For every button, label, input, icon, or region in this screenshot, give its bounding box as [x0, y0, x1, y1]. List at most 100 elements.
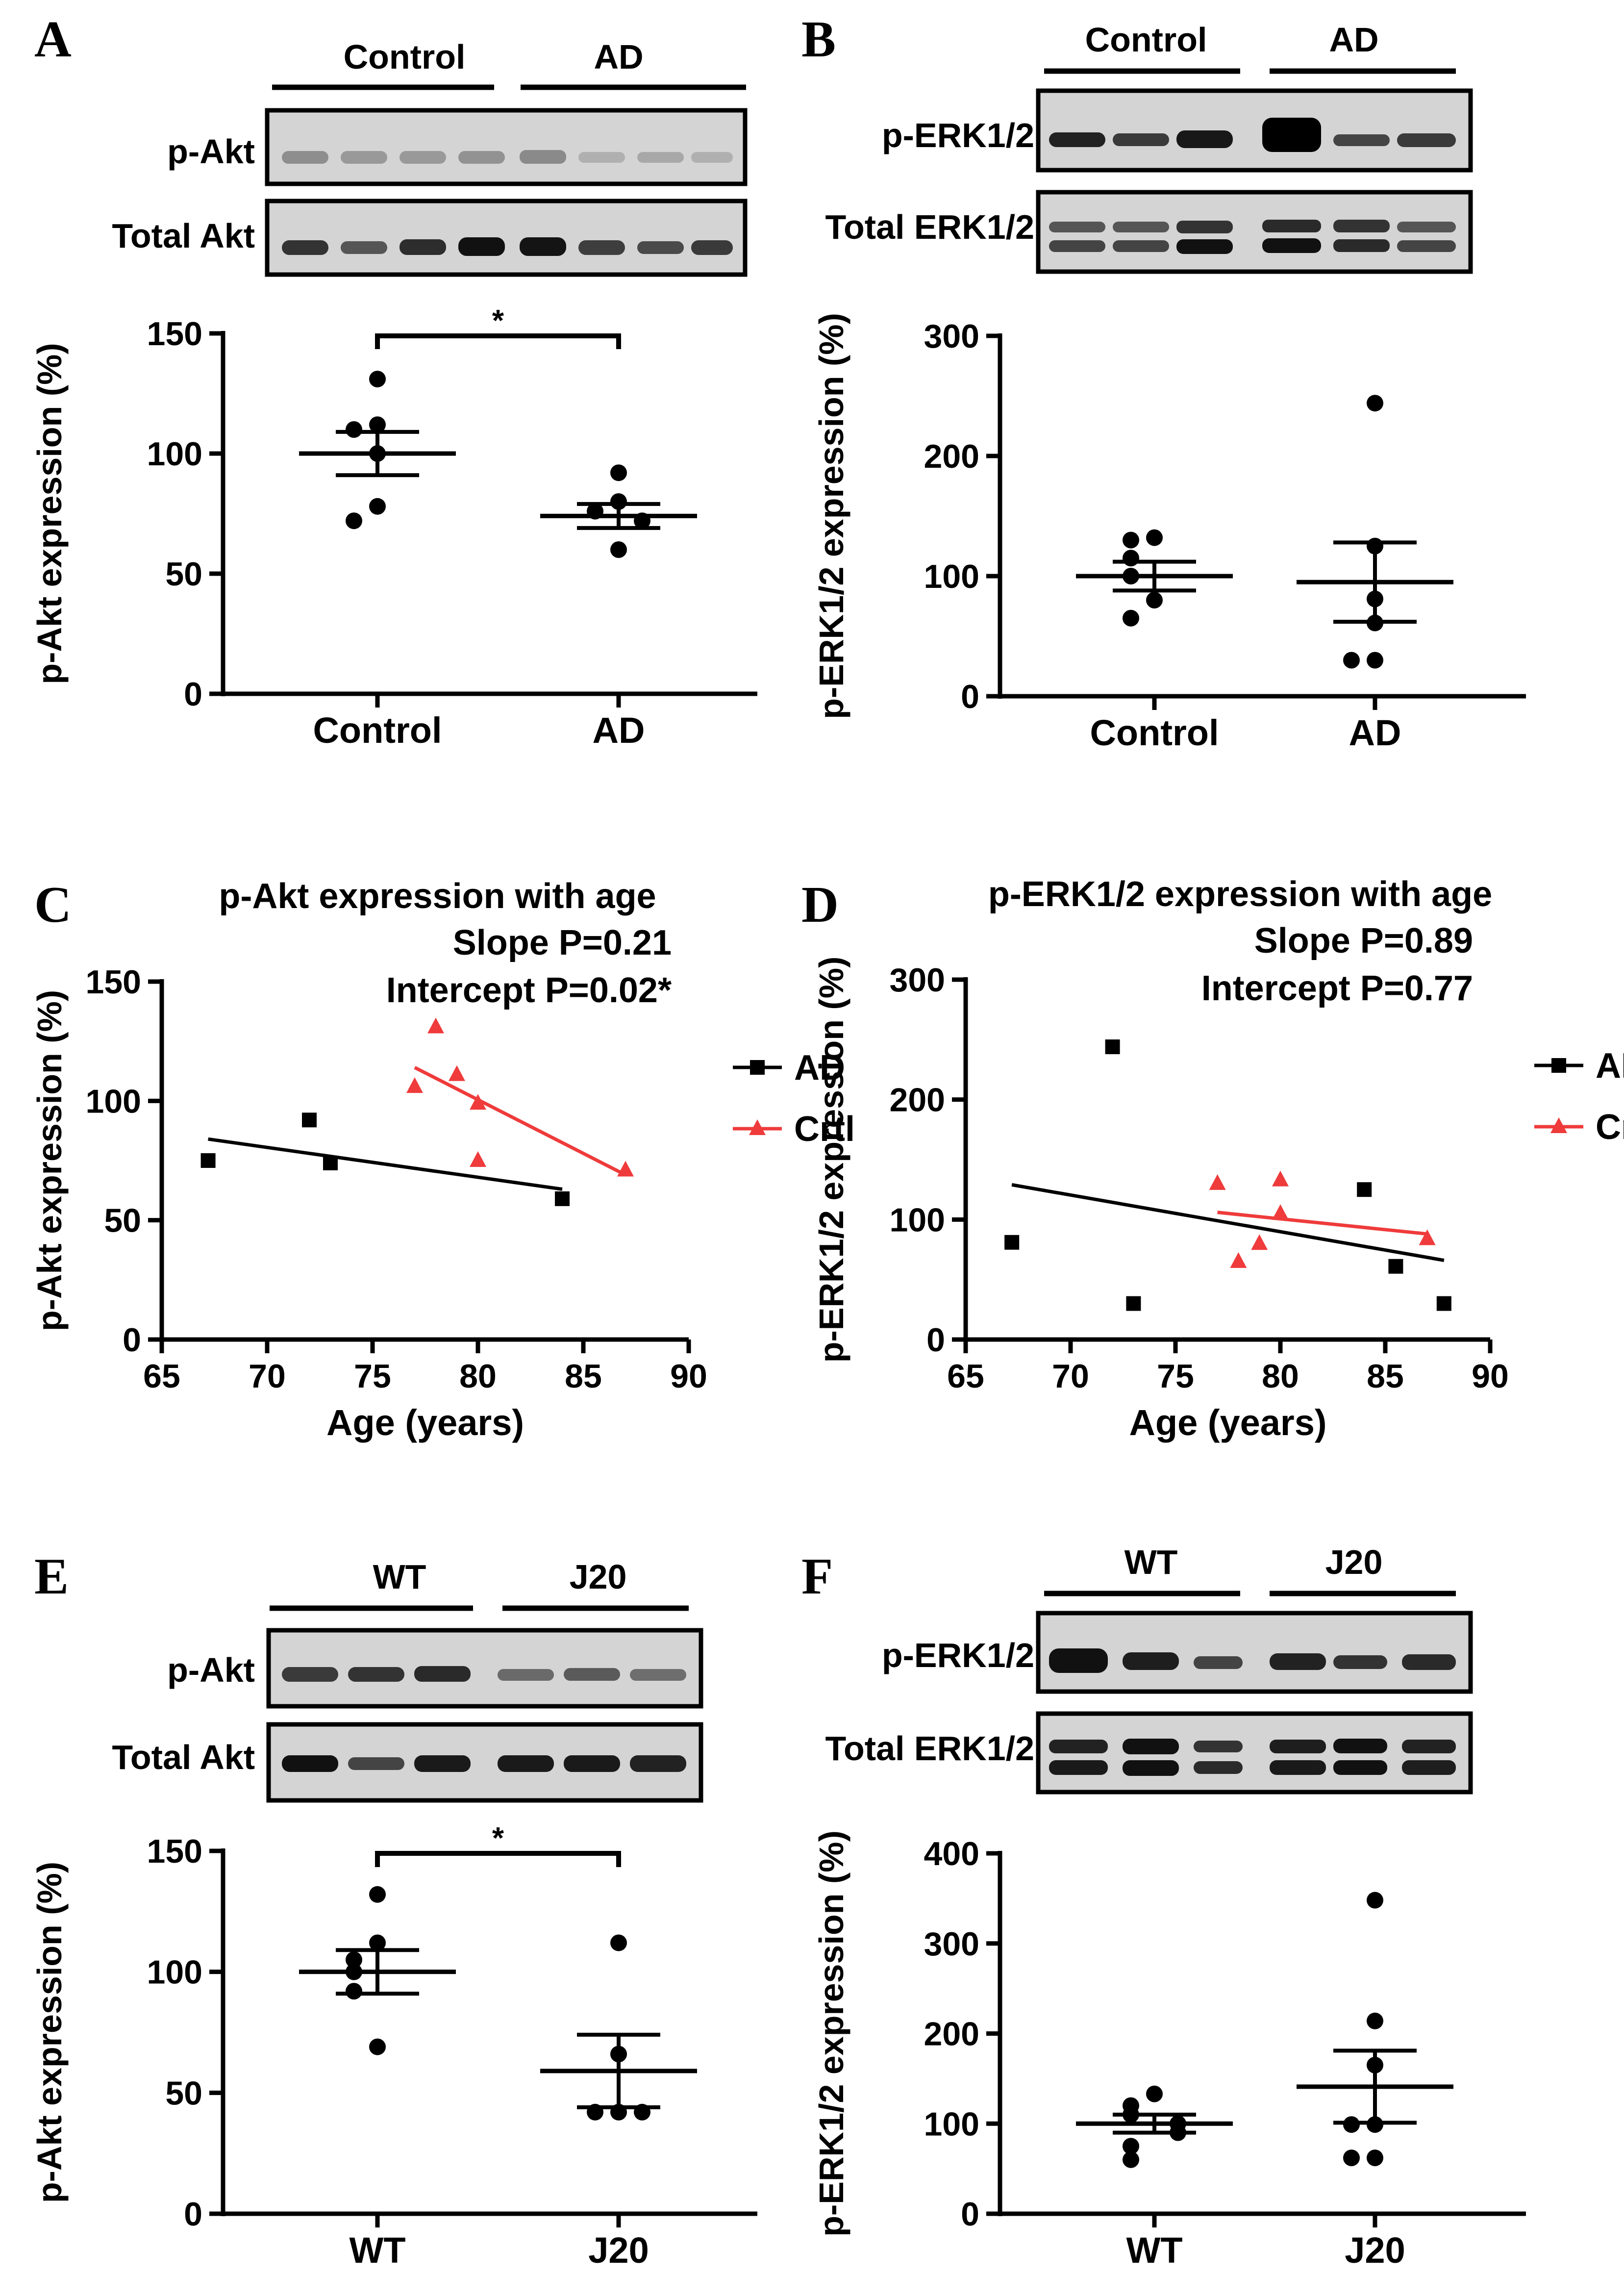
chart-e-data-point [610, 2046, 627, 2063]
chart-d-fit-line-ad [1011, 1183, 1445, 1262]
panel-letter-a: A [34, 10, 72, 68]
chart-d-point-ad [1388, 1259, 1403, 1274]
chart-c-y-tick-label: 100 [86, 1083, 141, 1120]
chart-f-data-point [1367, 1892, 1383, 1909]
blot-f-strip-2 [1036, 1711, 1473, 1795]
chart-f-data-point [1343, 2150, 1360, 2167]
chart-f-data-point [1146, 2085, 1163, 2102]
chart-e: 0 50 100 150 p-Akt expression (%) WT J20 [30, 1833, 757, 2271]
chart-b-y-axis-label: p-ERK1/2 expression (%) [812, 313, 850, 719]
chart-f-y-tick-label: 300 [924, 1925, 979, 1963]
chart-b-data-point [1146, 529, 1163, 546]
blot-a-group-label-2: AD [594, 38, 643, 76]
chart-d-y-tick-label: 300 [890, 961, 945, 999]
chart-d-legend-label: AD [1596, 1046, 1624, 1086]
chart-c-y-tick-label: 50 [104, 1202, 141, 1239]
blot-e-strip-1 [266, 1628, 703, 1709]
panel-letter-f: F [801, 1547, 833, 1605]
chart-c-x-tick-label: 70 [249, 1358, 286, 1395]
chart-f-y-tick-label: 100 [924, 2105, 979, 2143]
significance-a: * [375, 304, 621, 349]
significance-a-star: * [492, 304, 504, 338]
chart-e-y-tick-label: 50 [165, 2074, 202, 2112]
chart-b-data-point [1123, 568, 1139, 584]
chart-f-y-tick-label: 200 [924, 2016, 979, 2053]
chart-a-data-point [369, 371, 386, 388]
chart-c-y-tick-label: 0 [123, 1321, 141, 1359]
chart-d-point-crtl [1209, 1174, 1226, 1190]
chart-e-x-tick-label: J20 [588, 2230, 649, 2271]
chart-d-fit-line-crtl [1217, 1211, 1427, 1236]
blot-a-group-label-1: Control [344, 38, 466, 76]
chart-e-data-point [369, 2038, 386, 2055]
chart-b-y-tick-label: 100 [924, 558, 979, 595]
chart-e-data-point [369, 1934, 386, 1951]
chart-f: 0 100 200 300 400 p-ERK1/2 expression (%) WT J2… [812, 1830, 1526, 2271]
chart-d-point-crtl [1251, 1234, 1268, 1250]
panel-letter-b: B [801, 10, 836, 68]
chart-d-x-tick-label: 65 [947, 1358, 984, 1395]
chart-c-point-crtl [427, 1017, 444, 1034]
blot-b-strip-2 [1036, 190, 1473, 274]
chart-b-y-tick-label: 0 [961, 678, 979, 715]
chart-f-data-point [1123, 2138, 1139, 2155]
blot-f-row-label-2: Total ERK1/2 [825, 1729, 1034, 1768]
blot-b-row-label-2: Total ERK1/2 [825, 208, 1034, 246]
chart-f-x-tick-label: J20 [1345, 2230, 1405, 2271]
chart-a-x-tick-label: Control [313, 710, 442, 751]
chart-c-annotation: Intercept P=0.02* [386, 971, 672, 1010]
blot-e: WT J20 p-Akt Total Akt [112, 1558, 703, 1803]
chart-d-legend-marker [1550, 1117, 1567, 1133]
chart-c-title: p-Akt expression with age [219, 877, 656, 916]
blot-f-group-label-2: J20 [1325, 1543, 1383, 1581]
chart-a-y-tick-label: 0 [184, 676, 202, 713]
chart-d-point-crtl [1230, 1252, 1247, 1268]
chart-f-data-point [1123, 2106, 1139, 2123]
chart-d-point-crtl [1419, 1229, 1436, 1245]
chart-b-x-tick-label: AD [1349, 712, 1401, 753]
blot-b: Control AD p-ERK1/2 Total ERK1/2 [825, 21, 1473, 274]
chart-a-y-tick-label: 50 [165, 556, 202, 593]
blot-b-group-label-1: Control [1085, 21, 1207, 59]
blot-b-group-label-2: AD [1329, 21, 1378, 59]
chart-e-y-tick-label: 100 [147, 1954, 202, 1991]
chart-c-point-ad [323, 1155, 338, 1170]
chart-d-x-tick-label: 90 [1472, 1358, 1509, 1395]
chart-a-y-tick-label: 100 [147, 435, 202, 473]
significance-e-star: * [492, 1821, 504, 1855]
chart-c-y-tick-label: 150 [86, 963, 141, 1001]
chart-d-y-tick-label: 100 [890, 1201, 945, 1239]
blot-a-strip-1 [265, 108, 748, 186]
chart-a-data-point [634, 512, 650, 530]
chart-f-y-tick-label: 400 [924, 1835, 979, 1872]
chart-f-x-tick-label: WT [1126, 2230, 1182, 2271]
chart-c-x-tick-label: 80 [459, 1358, 497, 1395]
chart-e-data-point [346, 1951, 362, 1968]
chart-d-x-tick-label: 70 [1052, 1358, 1089, 1395]
chart-d-point-ad [1126, 1296, 1141, 1311]
chart-c-point-crtl [617, 1161, 634, 1177]
chart-d-point-crtl [1272, 1170, 1289, 1187]
blot-e-row-label-1: p-Akt [167, 1651, 255, 1689]
chart-e-y-axis-label: p-Akt expression (%) [30, 1862, 69, 2203]
chart-a-data-point [369, 445, 386, 462]
chart-b-data-point [1367, 614, 1383, 632]
chart-b-data-point [1123, 609, 1139, 627]
chart-a-data-point [369, 498, 386, 515]
chart-b: 0 100 200 300 p-ERK1/2 expression (%) Control… [812, 313, 1526, 753]
chart-e-x-tick-label: WT [349, 2230, 405, 2271]
chart-d-point-ad [1357, 1182, 1372, 1197]
chart-d-annotation: Slope P=0.89 [1254, 921, 1473, 961]
chart-f-data-point [1343, 2116, 1360, 2133]
blot-e-group-label-1: WT [373, 1558, 426, 1596]
blot-f-row-label-1: p-ERK1/2 [882, 1636, 1034, 1674]
chart-f-y-axis-label: p-ERK1/2 expression (%) [812, 1830, 850, 2237]
chart-d: 0 100 200 300 p-ERK1/2 expression (%) 65 70 75 8… [812, 875, 1624, 1443]
chart-d-y-tick-label: 200 [890, 1082, 945, 1119]
chart-c-x-axis-label: Age (years) [326, 1402, 524, 1443]
chart-a-data-point [587, 503, 603, 520]
chart-f-data-point [1367, 2056, 1383, 2074]
blot-a-row-label-1: p-Akt [167, 132, 255, 171]
blot-a-row-label-2: Total Akt [112, 217, 255, 255]
